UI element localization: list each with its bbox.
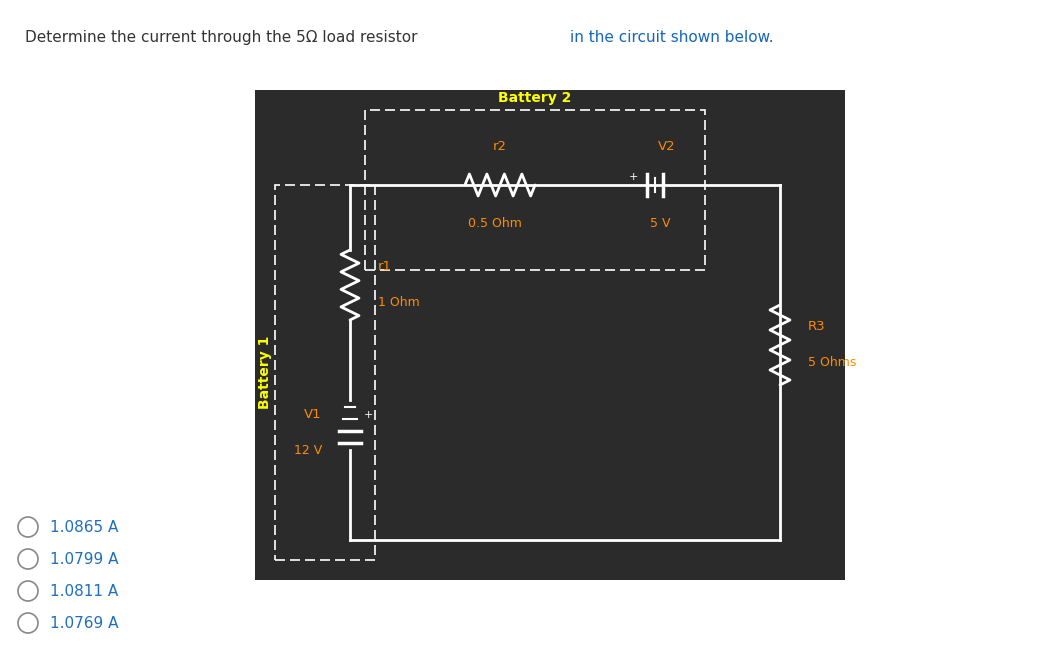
Text: Battery 2: Battery 2 <box>498 91 571 105</box>
Text: 1.0865 A: 1.0865 A <box>50 519 118 535</box>
Text: Determine the current through the 5Ω load resistor: Determine the current through the 5Ω loa… <box>25 30 422 45</box>
Text: 1.0799 A: 1.0799 A <box>50 551 118 566</box>
Bar <box>365 110 705 270</box>
Text: +: + <box>628 172 638 182</box>
Bar <box>254 90 845 580</box>
Text: 5 V: 5 V <box>649 217 671 230</box>
Text: V2: V2 <box>658 140 676 153</box>
Text: 1.0769 A: 1.0769 A <box>50 615 118 631</box>
Text: 1 Ohm: 1 Ohm <box>378 297 419 310</box>
Text: r1: r1 <box>378 261 392 273</box>
Text: in the circuit shown below.: in the circuit shown below. <box>570 30 774 45</box>
Text: Battery 1: Battery 1 <box>258 336 272 409</box>
Text: R3: R3 <box>808 321 826 333</box>
Text: 5 Ohms: 5 Ohms <box>808 357 856 370</box>
Text: 12 V: 12 V <box>294 444 322 457</box>
Text: 1.0811 A: 1.0811 A <box>50 584 118 599</box>
Text: V1: V1 <box>304 408 322 421</box>
Bar <box>275 185 375 560</box>
Text: r2: r2 <box>493 140 507 153</box>
Text: +: + <box>363 410 373 420</box>
Text: 0.5 Ohm: 0.5 Ohm <box>468 217 522 230</box>
